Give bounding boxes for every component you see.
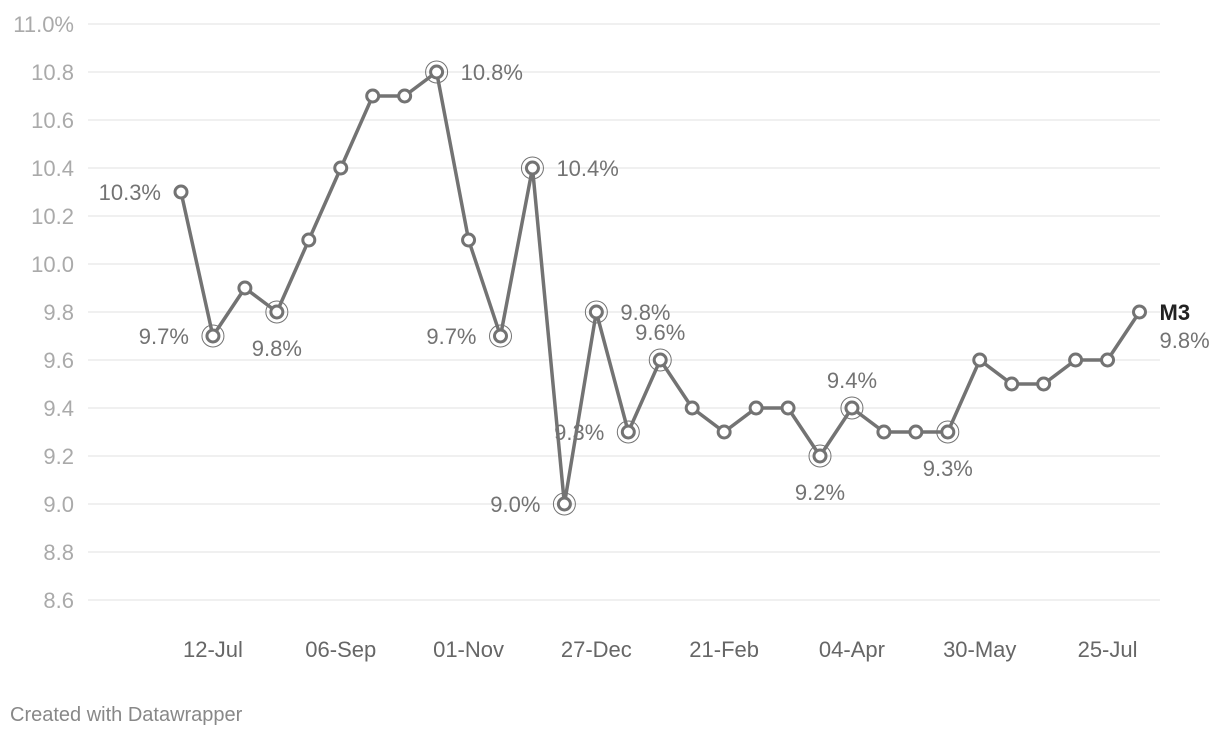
data-point: [812, 448, 828, 464]
data-label: 9.2%: [795, 480, 845, 505]
data-label: 9.8%: [252, 336, 302, 361]
data-label: 9.6%: [635, 320, 685, 345]
data-label: 10.3%: [99, 180, 161, 205]
y-tick-label: 9.6: [43, 348, 74, 373]
data-point: [588, 304, 604, 320]
data-label: 9.7%: [426, 324, 476, 349]
data-point: [1068, 352, 1084, 368]
y-tick-label: 10.0: [31, 252, 74, 277]
highlight-ring: [648, 348, 672, 372]
y-axis: 8.6 8.8 9.0 9.2 9.4 9.6 9.8 10.0 10.2 10.4 10.6 10.…: [13, 12, 74, 613]
x-tick-label: 04-Apr: [819, 637, 885, 662]
y-tick-label: 10.8: [31, 60, 74, 85]
x-tick-label: 12-Jul: [183, 637, 243, 662]
data-point: [461, 232, 477, 248]
data-label: 10.8%: [461, 60, 523, 85]
highlight-ring: [552, 492, 576, 516]
series-line-layer: [179, 70, 1142, 506]
data-point: [876, 424, 892, 440]
data-point: [205, 328, 221, 344]
x-tick-label: 21-Feb: [689, 637, 759, 662]
series-line: [179, 70, 1142, 506]
y-tick-label: 9.8: [43, 300, 74, 325]
data-label: 10.4%: [556, 156, 618, 181]
y-tick-label: 10.4: [31, 156, 74, 181]
y-tick-label: 10.6: [31, 108, 74, 133]
data-point: [397, 88, 413, 104]
data-point: [748, 400, 764, 416]
y-tick-label: 9.2: [43, 444, 74, 469]
data-point: [493, 328, 508, 344]
highlight-ring: [489, 324, 512, 348]
highlight-ring: [936, 420, 960, 444]
data-point: [652, 352, 668, 368]
data-point: [940, 424, 956, 440]
highlight-ring: [265, 300, 289, 324]
line-chart: 8.6 8.8 9.0 9.2 9.4 9.6 9.8 10.0 10.2 10.4 10.6 10.…: [13, 12, 1210, 662]
data-label: 9.8%: [1160, 328, 1210, 353]
data-point: [684, 400, 700, 416]
credit-text: Created with Datawrapper: [10, 704, 243, 726]
y-tick-label: 9.4: [43, 396, 74, 421]
y-tick-label: 9.0: [43, 492, 74, 517]
x-tick-label: 06-Sep: [305, 637, 376, 662]
data-point: [365, 88, 381, 104]
data-label: 9.8%: [620, 300, 670, 325]
data-point: [237, 280, 253, 296]
x-tick-label: 25-Jul: [1078, 637, 1138, 662]
data-label: 9.7%: [139, 324, 189, 349]
data-point: [716, 424, 732, 440]
data-point: [524, 160, 540, 176]
data-label: 9.3%: [923, 456, 973, 481]
y-tick-label: 8.6: [43, 588, 74, 613]
data-point: [908, 424, 924, 440]
highlight-ring: [520, 156, 544, 180]
data-point: [1036, 376, 1052, 392]
highlight-ring: [425, 60, 449, 84]
data-point: [1004, 376, 1020, 392]
highlight-ring: [616, 420, 640, 444]
highlight-ring: [201, 324, 225, 348]
data-label: 9.3%: [554, 420, 604, 445]
data-point: [1132, 304, 1147, 320]
data-label: 9.0%: [490, 492, 540, 517]
data-labels: M3 10.3% 9.7% 9.8% 10.8% 9.7% 10.4% 9.0% 9.8% 9.3…: [99, 60, 1210, 517]
data-point: [173, 184, 189, 200]
x-tick-label: 01-Nov: [433, 637, 504, 662]
data-point: [844, 400, 860, 416]
x-tick-label: 30-May: [943, 637, 1016, 662]
x-axis: 12-Jul 06-Sep 01-Nov 27-Dec 21-Feb 04-Apr 30-M…: [183, 637, 1138, 662]
highlight-ring: [584, 300, 608, 324]
data-point: [780, 400, 796, 416]
data-point: [269, 304, 285, 320]
series-points: [173, 60, 1147, 516]
y-tick-label: 11.0%: [13, 12, 74, 37]
data-point: [972, 352, 988, 368]
y-tick-label: 8.8: [43, 540, 74, 565]
highlight-ring: [840, 396, 864, 420]
data-point: [1100, 352, 1116, 368]
y-tick-label: 10.2: [31, 204, 74, 229]
highlight-ring: [808, 444, 832, 468]
data-label: 9.4%: [827, 368, 877, 393]
data-point: [333, 160, 349, 176]
data-point: [556, 496, 572, 512]
data-point: [429, 64, 445, 80]
series-name-label: M3: [1160, 300, 1191, 325]
data-point: [301, 232, 317, 248]
x-tick-label: 27-Dec: [561, 637, 632, 662]
data-point: [620, 424, 636, 440]
grid: [88, 23, 1160, 601]
